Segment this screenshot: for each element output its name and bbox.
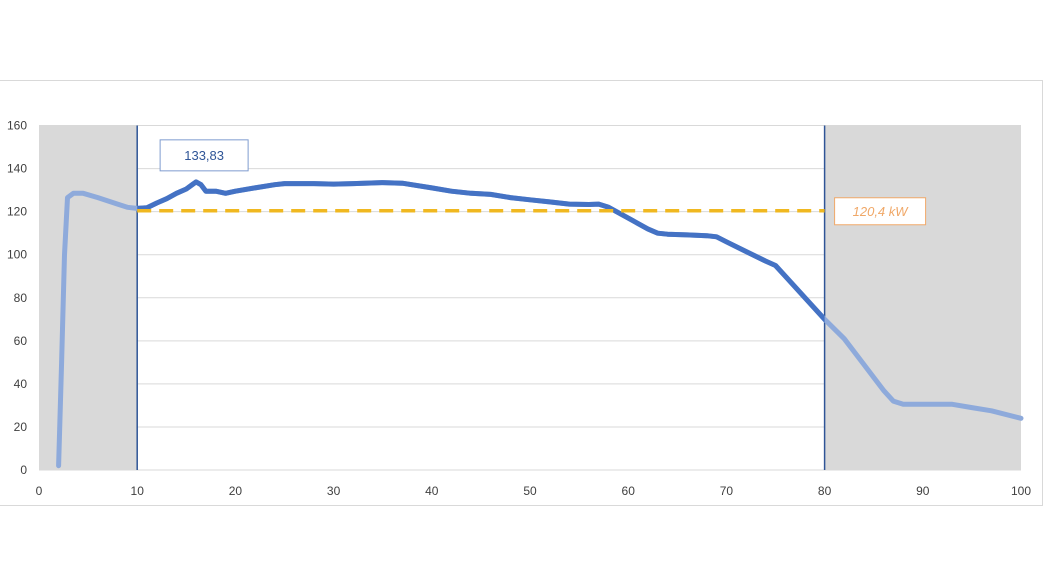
- y-tick-80: 80: [14, 291, 28, 305]
- x-tick-30: 30: [327, 484, 341, 498]
- y-tick-140: 140: [7, 162, 27, 176]
- x-tick-60: 60: [622, 484, 636, 498]
- x-tick-40: 40: [425, 484, 439, 498]
- reference-label: 120,4 kW: [853, 204, 910, 219]
- y-tick-120: 120: [7, 205, 27, 219]
- range-marker-lines: [136, 125, 826, 470]
- reference-label-box: [834, 197, 927, 226]
- x-axis-ticks: 0 10 20 30 40 50 60 70 80 90 100: [36, 484, 1032, 498]
- x-tick-10: 10: [131, 484, 145, 498]
- x-tick-100: 100: [1011, 484, 1031, 498]
- y-tick-20: 20: [14, 420, 28, 434]
- x-tick-70: 70: [720, 484, 734, 498]
- series-group: [56, 179, 1024, 469]
- y-tick-0: 0: [20, 463, 27, 477]
- y-tick-40: 40: [14, 377, 28, 391]
- callouts: 133,83 120,4 kW: [159, 139, 927, 226]
- x-tick-90: 90: [916, 484, 930, 498]
- peak-label-box: [159, 139, 249, 172]
- x-tick-80: 80: [818, 484, 832, 498]
- x-tick-0: 0: [36, 484, 43, 498]
- chart-frame: [0, 80, 1043, 506]
- x-tick-20: 20: [229, 484, 243, 498]
- y-tick-100: 100: [7, 248, 27, 262]
- peak-label: 133,83: [184, 148, 224, 163]
- y-axis-ticks: 0 20 40 60 80 100 120 140 160: [7, 119, 27, 478]
- y-tick-160: 160: [7, 119, 27, 133]
- series-line: [137, 179, 825, 323]
- x-tick-50: 50: [523, 484, 537, 498]
- y-tick-60: 60: [14, 334, 28, 348]
